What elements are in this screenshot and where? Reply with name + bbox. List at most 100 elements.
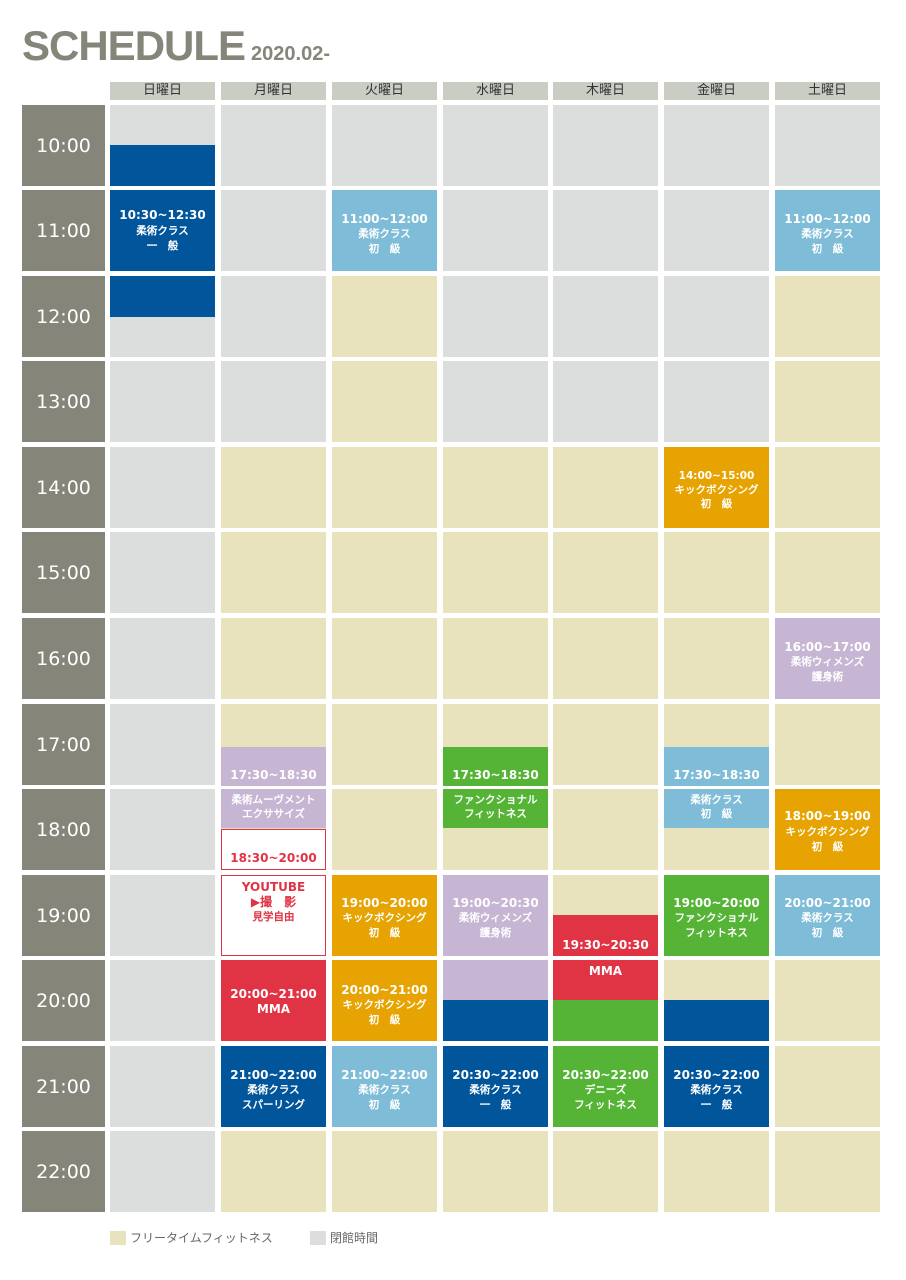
- free-cell: [332, 532, 437, 613]
- class-level: 初 級: [368, 1099, 401, 1111]
- class-name: MMA: [256, 1002, 291, 1016]
- closed-cell: [110, 532, 215, 613]
- free-cell: [221, 532, 326, 613]
- class-time: 20:30~22:00: [673, 1068, 760, 1082]
- class-block-fri-jujutsu-pm: [664, 1046, 769, 1127]
- free-cell: [775, 276, 880, 357]
- day-header-sat: 土曜日: [775, 82, 880, 100]
- class-block-sat-women: [775, 618, 880, 699]
- class-time: 18:00~19:00: [784, 809, 871, 823]
- class-name: 柔術クラス: [136, 225, 189, 237]
- closed-cell: [553, 276, 658, 357]
- class-block-sat-jujutsu-am: [775, 190, 880, 271]
- class-block-fri-jujutsu-pm: [664, 1000, 769, 1041]
- class-level: 初 級: [700, 498, 733, 510]
- time-label: 18:00: [22, 789, 105, 870]
- time-label: 22:00: [22, 1131, 105, 1212]
- class-block-mon-youtube: [221, 875, 326, 956]
- class-time: 11:00~12:00: [784, 212, 871, 226]
- closed-cell: [443, 190, 548, 271]
- closed-cell: [443, 276, 548, 357]
- class-block-thu-mma: [553, 960, 658, 1001]
- class-name: 柔術クラス: [469, 1084, 522, 1096]
- time-label: 21:00: [22, 1046, 105, 1127]
- class-name: ファンクショナル: [674, 912, 759, 924]
- free-cell: [775, 361, 880, 442]
- class-level: 初 級: [700, 808, 733, 820]
- class-time: 18:30~20:00: [230, 851, 317, 865]
- closed-cell: [221, 276, 326, 357]
- free-cell: [332, 447, 437, 528]
- free-cell: [332, 618, 437, 699]
- class-name: キックボクシング: [785, 826, 870, 838]
- class-name: ▶撮 影: [250, 895, 297, 909]
- class-block-mon-movement: [221, 789, 326, 828]
- class-level: 一 般: [700, 1099, 733, 1111]
- class-block-thu-mma: [553, 915, 658, 956]
- legend-label-free: フリータイムフィットネス: [130, 1231, 273, 1245]
- class-block-sat-jujutsu-pm: [775, 875, 880, 956]
- free-cell: [775, 532, 880, 613]
- class-time: 19:00~20:30: [452, 896, 539, 910]
- class-name: 柔術クラス: [801, 912, 854, 924]
- time-label: 17:00: [22, 704, 105, 785]
- class-block-tue-jujutsu-pm: [332, 1046, 437, 1127]
- legend-swatch-closed: [310, 1231, 326, 1245]
- closed-cell: [664, 105, 769, 186]
- closed-cell: [110, 361, 215, 442]
- free-cell: [664, 618, 769, 699]
- class-level: 護身術: [479, 927, 512, 939]
- class-block-sat-kick: [775, 789, 880, 870]
- free-cell: [553, 447, 658, 528]
- class-level: 初 級: [368, 927, 401, 939]
- closed-cell: [553, 190, 658, 271]
- free-cell: [553, 704, 658, 785]
- free-cell: [664, 532, 769, 613]
- schedule-date: 2020.02-: [251, 43, 330, 65]
- day-header-wed: 水曜日: [443, 82, 548, 100]
- class-time: 20:00~21:00: [784, 896, 871, 910]
- closed-cell: [443, 105, 548, 186]
- class-time: 20:30~22:00: [452, 1068, 539, 1082]
- class-name: 柔術クラス: [358, 228, 411, 240]
- class-name: キックボクシング: [342, 912, 427, 924]
- closed-cell: [443, 361, 548, 442]
- class-level: 初 級: [368, 243, 401, 255]
- class-block-sun-jujutsu: [110, 145, 215, 186]
- class-time: 20:00~21:00: [230, 987, 317, 1001]
- class-name: フィットネス: [574, 1099, 637, 1111]
- class-block-mon-sparring: [221, 1046, 326, 1127]
- class-level: 護身術: [811, 671, 844, 683]
- class-block-tue-jujutsu-am: [332, 190, 437, 271]
- closed-cell: [110, 789, 215, 870]
- class-name: 柔術クラス: [690, 1084, 743, 1096]
- class-name: 柔術クラス: [801, 228, 854, 240]
- time-label: 12:00: [22, 276, 105, 357]
- class-level: 一 般: [146, 240, 179, 252]
- closed-cell: [110, 618, 215, 699]
- time-label: 14:00: [22, 447, 105, 528]
- free-cell: [332, 1131, 437, 1212]
- class-level: 一 般: [479, 1099, 512, 1111]
- class-level: 初 級: [811, 243, 844, 255]
- class-time: 20:30~22:00: [562, 1068, 649, 1082]
- closed-cell: [664, 190, 769, 271]
- class-time: 20:00~21:00: [341, 983, 428, 997]
- closed-cell: [110, 960, 215, 1041]
- time-label: 15:00: [22, 532, 105, 613]
- class-time: 19:00~20:00: [673, 896, 760, 910]
- class-name: エクササイズ: [242, 808, 305, 820]
- class-time: 19:30~20:30: [562, 938, 649, 952]
- class-name: 柔術クラス: [358, 1084, 411, 1096]
- free-cell: [221, 1131, 326, 1212]
- legend-swatch-free: [110, 1231, 126, 1245]
- class-block-wed-jujutsu: [443, 1046, 548, 1127]
- class-time: 10:30~12:30: [119, 208, 206, 222]
- closed-cell: [775, 105, 880, 186]
- class-block-thu-denise: [553, 1000, 658, 1041]
- closed-cell: [110, 1131, 215, 1212]
- class-name: YOUTUBE: [241, 880, 306, 894]
- day-header-fri: 金曜日: [664, 82, 769, 100]
- time-label: 16:00: [22, 618, 105, 699]
- class-time: 17:30~18:30: [230, 768, 317, 782]
